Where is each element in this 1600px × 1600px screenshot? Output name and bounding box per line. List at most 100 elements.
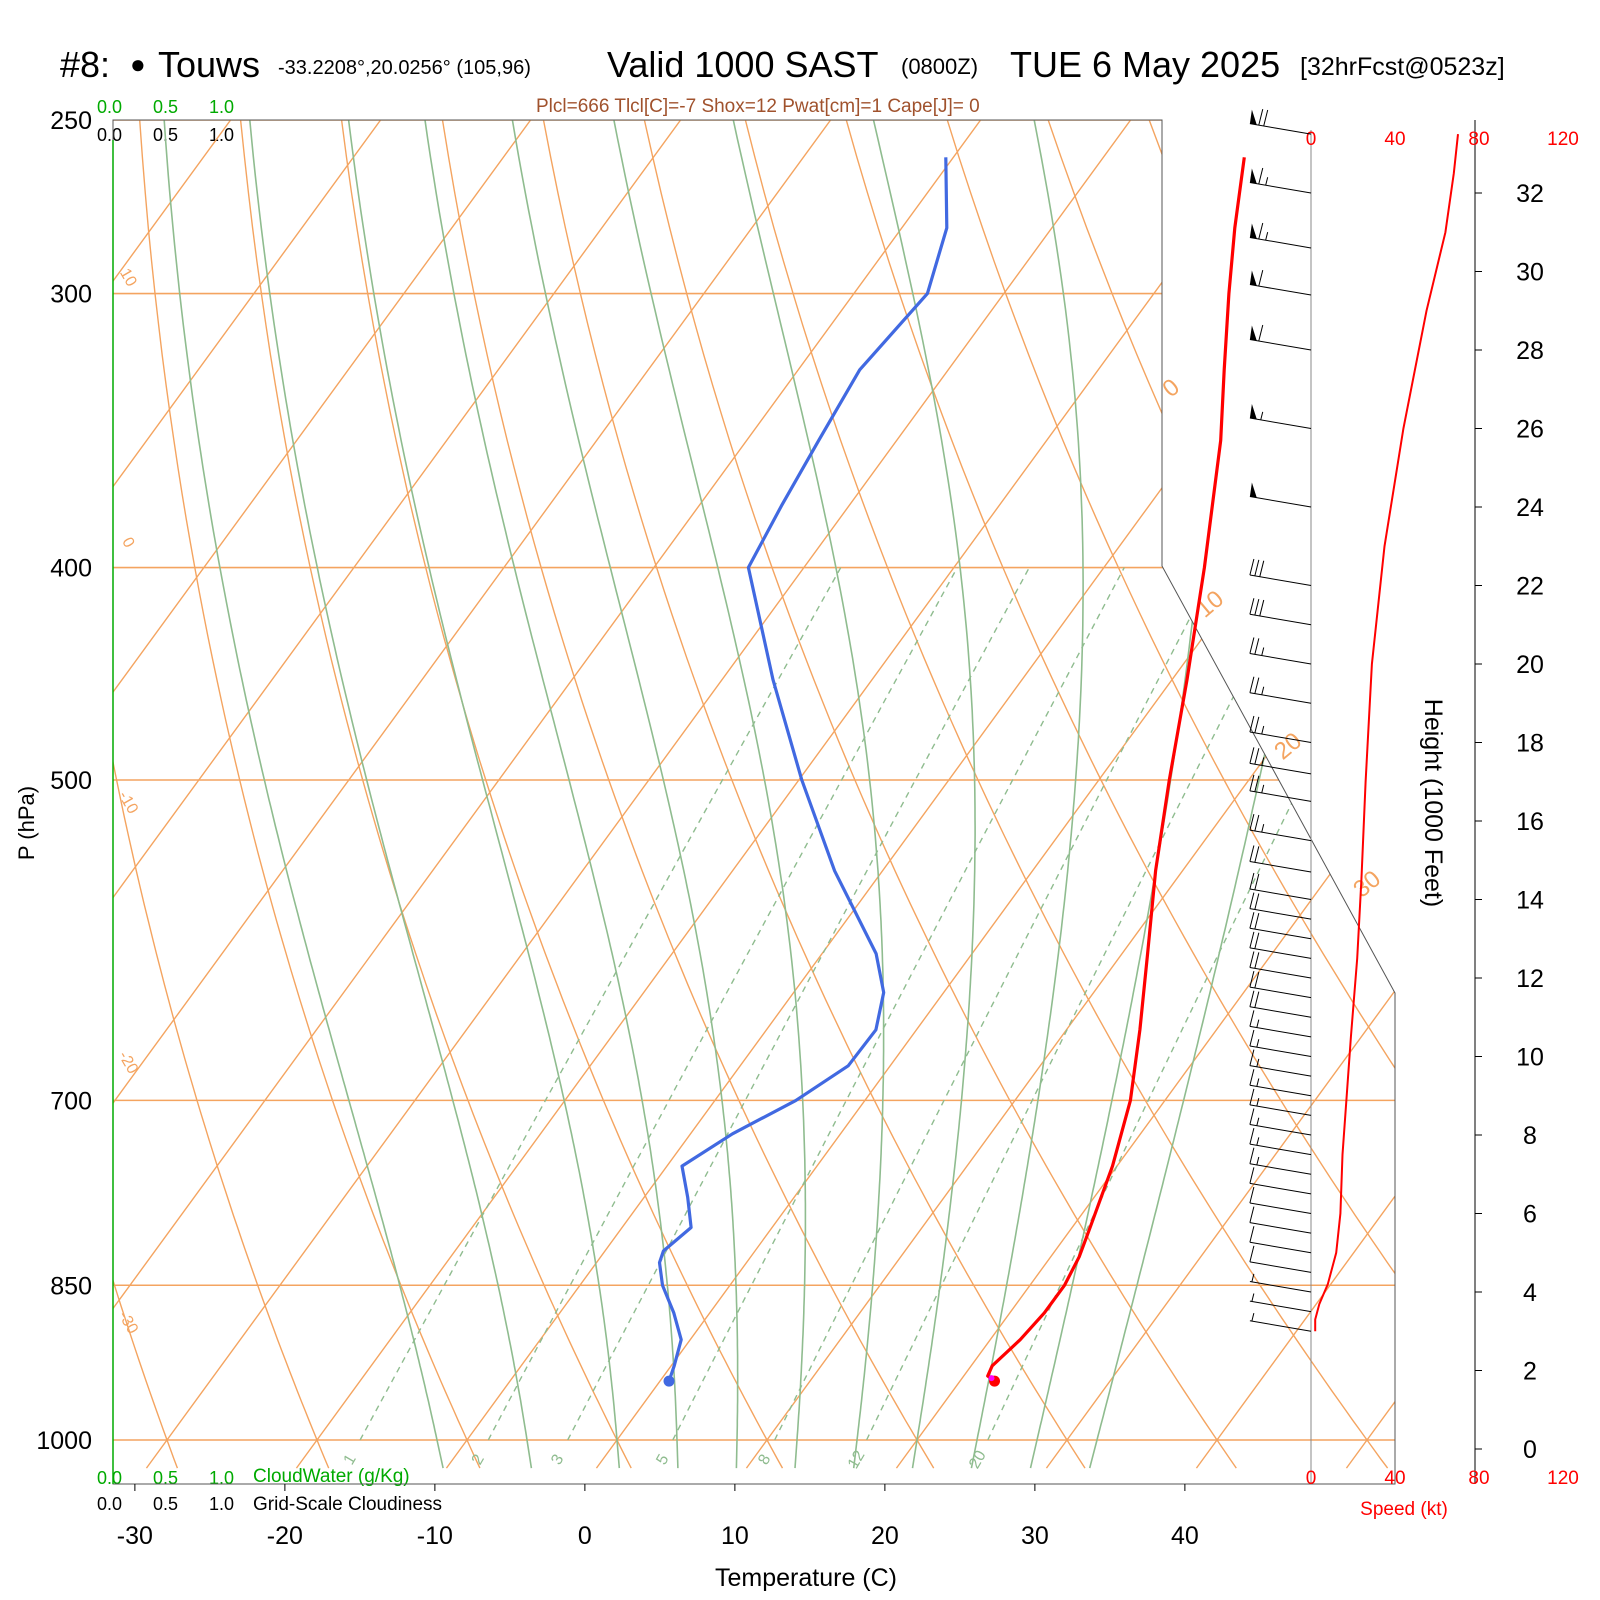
isotherm-10 (745, 120, 1395, 1469)
wind-barb-21 (1249, 892, 1312, 920)
wind-barb-31 (1249, 558, 1312, 586)
isotherm-label-upper-0: 10 (116, 266, 140, 290)
cloud-scales: 0.0 0.5 1.0 0.0 0.5 1.0 0.0 0.5 1.0 Clou… (97, 97, 442, 1515)
wind-barb-half (1256, 1019, 1260, 1028)
wind-barb-32 (1249, 482, 1312, 508)
mixing-ratio-3 (567, 567, 1030, 1441)
wind-barb-full (1254, 846, 1260, 863)
speed-axis-title: Speed (kt) (1360, 1499, 1448, 1520)
wind-barb-half (1261, 686, 1265, 695)
wind-barb-6 (1249, 1186, 1312, 1214)
wind-barb-full (1249, 990, 1255, 1007)
isotherm-20 (895, 120, 1395, 1469)
wind-barb-full (1254, 716, 1260, 733)
dry-adiabat-120 (1452, 120, 1600, 1468)
wind-barb-staff (1249, 1084, 1312, 1097)
speed-tick-bottom-120: 120 (1547, 1468, 1579, 1489)
dewpoint-profile-surface-point (663, 1375, 675, 1387)
wind-barb-full (1249, 1226, 1255, 1243)
pressure-tick-label-700: 700 (50, 1087, 92, 1115)
moist-adiabat-12 (613, 120, 807, 1469)
wind-barb-half (1256, 1117, 1260, 1126)
wind-barb-full (1249, 1049, 1255, 1066)
dry-adiabat-20 (441, 120, 935, 1469)
dry-adiabat-30 (542, 120, 1086, 1469)
wind-barb-10 (1249, 1108, 1312, 1136)
wind-barb-38 (1249, 109, 1312, 135)
wind-barb-14 (1249, 1029, 1312, 1057)
wind-barb-full (1249, 1186, 1255, 1204)
wind-barb-staff (1249, 284, 1312, 296)
wind-barb-staff (1249, 731, 1312, 743)
wind-barb-35 (1249, 269, 1312, 296)
wind-barb-9 (1249, 1128, 1312, 1156)
wind-barb-8 (1249, 1147, 1312, 1175)
mixing-ratio-label-4: 8 (755, 1452, 774, 1468)
dry-adiabat-10 (340, 120, 784, 1469)
moist-adiabat-0 (347, 120, 621, 1469)
wind-barb-full (1254, 559, 1260, 576)
mixing-ratio-label-3: 5 (653, 1452, 672, 1468)
speed-tick-top-40: 40 (1384, 129, 1405, 150)
height-tick-label-24: 24 (1516, 494, 1544, 522)
wind-barb-full (1249, 845, 1255, 862)
height-tick-label-8: 8 (1523, 1122, 1537, 1150)
wind-barb-full (1254, 912, 1260, 930)
y-axis-title: P (hPa) (14, 786, 39, 860)
isotherm-60 (1496, 120, 1600, 1468)
plot-frame (112, 119, 1396, 1485)
wind-barb-staff (1249, 339, 1312, 351)
cloudwater-top-05: 0.5 (153, 97, 178, 117)
wind-barb-staff (1249, 947, 1312, 959)
wind-barb-37 (1249, 167, 1312, 194)
height-tick-label-6: 6 (1523, 1201, 1537, 1229)
wind-barb-full (1254, 748, 1260, 765)
wind-barb-full (1258, 167, 1264, 185)
wind-barb-34 (1249, 324, 1312, 351)
wind-barb-full (1254, 971, 1260, 989)
wind-barb-staff (1249, 1241, 1312, 1254)
wind-barb-half (1256, 1156, 1260, 1166)
pressure-tick-label-300: 300 (50, 281, 92, 309)
isotherm--30 (145, 120, 1132, 1469)
pressure-tick-label-850: 850 (50, 1272, 92, 1300)
height-axis-title: Height (1000 Feet) (1419, 699, 1447, 907)
wind-barb-full (1249, 1167, 1255, 1184)
isotherm-label-upper-1: 0 (118, 535, 137, 551)
wind-barb-full (1254, 677, 1260, 694)
wind-barb-full (1258, 222, 1264, 240)
wind-barb-13 (1249, 1049, 1312, 1077)
dry-adiabat-40 (643, 120, 1237, 1469)
wind-barb-full (1249, 931, 1255, 949)
height-tick-label-2: 2 (1523, 1358, 1537, 1386)
temp-tick-label-30: 30 (1021, 1522, 1049, 1550)
height-tick-label-32: 32 (1516, 180, 1544, 208)
wind-barb-staff (1249, 967, 1312, 979)
wind-barb-full (1249, 971, 1255, 988)
wind-barb-full (1249, 1206, 1255, 1223)
wind-barb-staff (1249, 692, 1312, 704)
wind-barb-staff (1249, 1320, 1312, 1332)
isotherm-0 (595, 120, 1395, 1469)
wind-barb-staff (1249, 1281, 1312, 1293)
cloudiness-bottom-0: 0.0 (97, 1494, 122, 1514)
wind-barb-staff (1249, 1300, 1312, 1313)
axis-ticks: -30 -20 -10 0 10 20 30 402503004005007008501000… (36, 107, 1386, 1550)
pressure-tick-label-1000: 1000 (36, 1427, 92, 1455)
wind-barb-staff (1249, 888, 1312, 900)
wind-barb-staff (1249, 1222, 1312, 1234)
height-tick-label-28: 28 (1516, 337, 1544, 365)
wind-barb-pennant (1249, 270, 1257, 286)
wind-barb-12 (1249, 1069, 1312, 1097)
wind-barb-staff (1249, 908, 1312, 920)
valid-date: TUE 6 May 2025 (1010, 44, 1280, 85)
chart-header: #8: ● Touws -33.2208°,20.0256° (105,96) … (60, 44, 1505, 117)
wind-barb-staff (1249, 1202, 1312, 1214)
height-tick-label-18: 18 (1516, 730, 1544, 758)
height-tick-label-30: 30 (1516, 259, 1544, 287)
pressure-tick-label-400: 400 (50, 555, 92, 583)
cloudiness-bottom-05: 0.5 (153, 1494, 178, 1514)
temp-tick-label--10: -10 (417, 1522, 453, 1550)
wind-barb-full (1249, 1010, 1255, 1027)
wind-barb-16 (1249, 990, 1312, 1018)
